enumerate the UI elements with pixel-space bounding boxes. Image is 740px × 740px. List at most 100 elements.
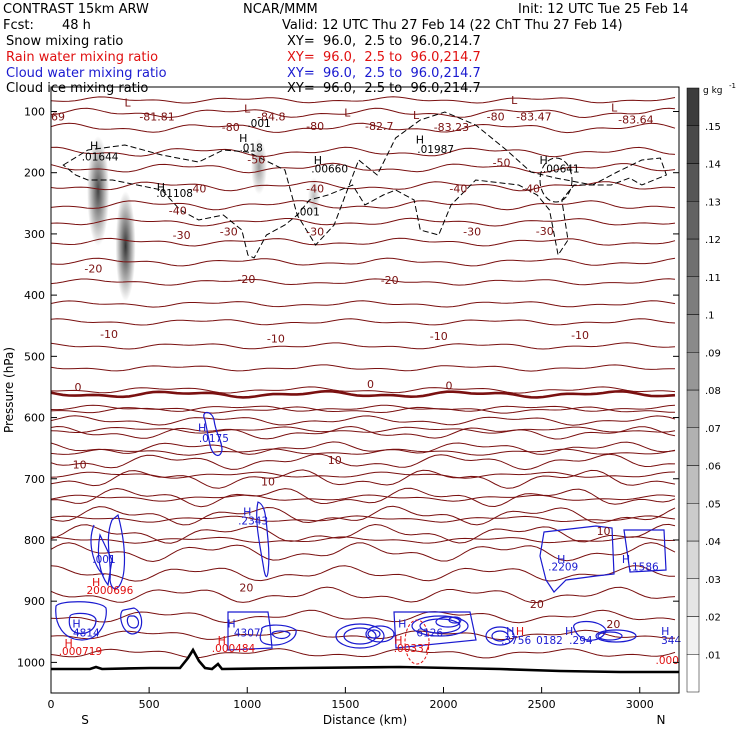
field-xy-cloud-ice: XY= 96.0, 2.5 to 96.0,214.7 [287,81,481,96]
cloud-water-contour [335,623,385,649]
cloud-water-contour [365,625,395,643]
isotherm-label: -84.8 [257,111,285,124]
forecast-hour: 48 h [62,18,91,33]
isotherm-line [51,441,676,455]
cloud-water-max-label: .1586 [629,562,659,574]
x-tick-label: 3000 [626,698,654,711]
cloud-water-max-label: .3756 [501,635,531,647]
field-name-cloud-water: Cloud water mixing ratio [6,66,167,81]
water-extremum-marker: H [243,505,251,518]
isotherm-label: -30 [173,229,191,242]
water-extremum-marker: H [72,618,80,631]
water-extremum-marker: H [506,625,514,638]
cloud-water-contour [595,629,637,643]
isotherm-label: -50 [247,154,265,167]
colorbar-cell [686,389,700,428]
rain-extremum-marker: H [394,634,402,647]
cloud-water-contour [419,618,461,634]
ice-extremum-marker: H [314,154,322,167]
organization: NCAR/MMM [243,2,318,17]
cloud-water-contour [259,624,297,646]
cloud-water-contour [227,611,273,651]
temp-extremum-marker: L [124,97,131,110]
cloud-water-contour [491,630,509,642]
cloud-water-contour [203,411,223,457]
colorbar-tick-label: .07 [705,424,721,435]
cloud-water-max-label: .2209 [548,562,578,574]
isotherm-line [51,487,676,508]
cloud-ice-max-label: .01987 [417,144,454,156]
isotherm-label: -83.64 [618,114,653,127]
colorbar-cell [686,503,700,542]
cloud-water-max-label: 4307 [234,628,261,640]
colorbar-tick-label: .12 [705,235,721,246]
cloud-water-max-label: 4814 [73,628,100,640]
isotherm-zero-line [51,389,676,399]
isotherm-label: -40 [306,182,324,195]
cloud-water-contour [623,529,667,573]
y-tick-label: 1000 [17,656,45,669]
cloud-water-contour [97,533,113,587]
isotherm-label: -20 [237,273,255,286]
colorbar-tick-label: .15 [705,122,721,133]
isotherm-label: -30 [536,225,554,238]
model-title: CONTRAST 15km ARW [3,2,149,17]
y-tick-label: 500 [24,350,45,363]
rain-extremum-marker: H [218,634,226,647]
isotherm-label: 0 [445,379,452,392]
temp-extremum-marker: L [611,101,618,114]
isotherm-label: 69 [51,111,65,124]
terrain-line [51,647,679,674]
snow-shade-blob [87,136,110,247]
water-extremum-marker: H [198,422,206,435]
x-axis-end-left: S [81,713,89,727]
cloud-ice-max-label: .001 [296,207,319,219]
cloud-ice-max-label: .00660 [311,164,348,176]
cloud-water-contour [597,631,623,641]
cloud-water-max-label: 0182 [536,635,563,647]
y-tick-label: 200 [24,167,45,180]
isotherm-line [51,505,676,526]
cloud-water-contour [367,629,381,639]
colorbar-cell [686,87,700,126]
cloud-ice-contour [539,157,573,203]
x-tick-label: 500 [139,698,160,711]
colorbar-tick-label: .06 [705,462,721,473]
isotherm-line [51,404,676,412]
field-xy-cloud-water: XY= 96.0, 2.5 to 96.0,214.7 [287,66,481,81]
isotherm-line [51,300,676,308]
isotherm-line [51,237,676,247]
cloud-water-max-label: .0175 [199,433,229,445]
water-extremum-marker: H [398,618,406,631]
y-tick-label: 900 [24,595,45,608]
isotherm-label: 20 [606,618,620,631]
cloud-water-contour [55,601,107,641]
isotherm-line [51,318,676,326]
terrain-fill [51,650,679,693]
valid-time: Valid: 12 UTC Thu 27 Feb 14 (22 ChT Thu … [282,18,623,33]
field-xy-rain: XY= 96.0, 2.5 to 96.0,214.7 [287,50,481,65]
isotherm-line [51,453,676,471]
y-axis-title: Pressure (hPa) [2,347,16,433]
isotherm-label: -30 [220,226,238,239]
colorbar-cell [686,616,700,655]
isotherm-line [51,257,676,267]
x-tick-label: 2000 [430,698,458,711]
plot-frame [50,86,680,694]
snow-shade-blob [251,138,268,195]
cloud-water-contour [539,525,615,593]
colorbar-tick-label: .08 [705,386,721,397]
cloud-ice-max-label: .001 [247,118,270,130]
colorbar-unit-exponent: -1 [729,82,736,90]
isotherm-line [51,122,676,134]
temp-extremum-marker: L [511,94,518,107]
colorbar-tick-label: .1 [705,311,715,322]
isotherm-label: 10 [261,475,275,488]
cloud-water-contour [343,627,377,645]
isotherm-line [51,425,676,440]
colorbar-tick-label: .04 [705,537,721,548]
isotherm-line [51,523,676,544]
isotherm-label: 20 [239,581,253,594]
colorbar-cell [686,125,700,164]
